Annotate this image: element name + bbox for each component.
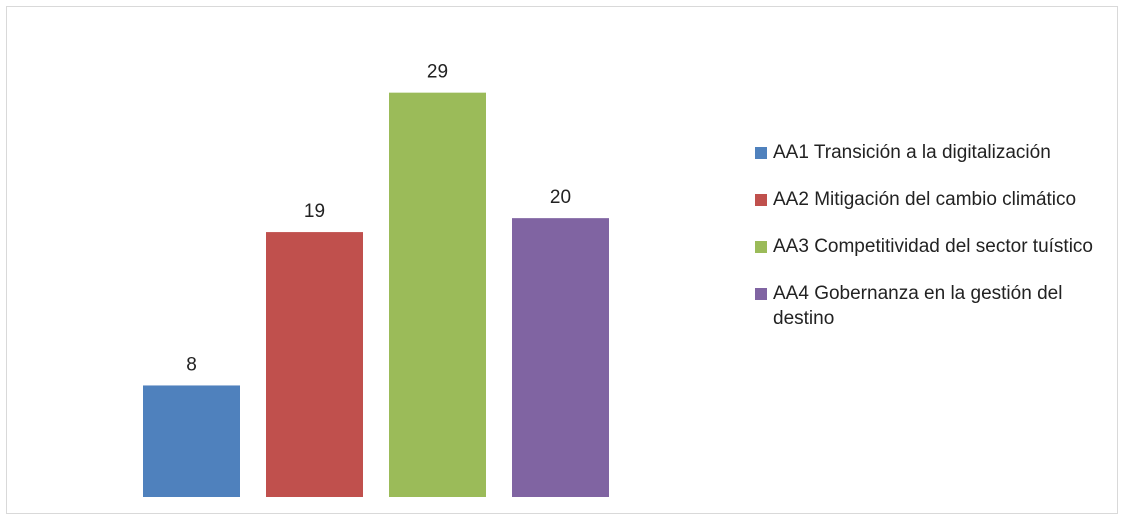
legend-item-aa2: AA2 Mitigación del cambio climático <box>755 187 1115 212</box>
legend-item-aa1: AA1 Transición a la digitalización <box>755 140 1115 165</box>
data-label-aa2: 19 <box>304 201 325 222</box>
legend-item-aa3: AA3 Competitividad del sector tuístico <box>755 234 1115 259</box>
legend-label-aa3: AA3 Competitividad del sector tuístico <box>773 236 1093 257</box>
data-label-aa4: 20 <box>550 187 571 208</box>
legend-item-aa4: AA4 Gobernanza en la gestión del destino <box>755 281 1115 331</box>
bar-aa2 <box>266 232 363 498</box>
bars-group <box>143 92 609 498</box>
legend-swatch-aa2 <box>755 194 767 206</box>
legend-swatch-aa3 <box>755 241 767 253</box>
data-labels-group: 8 19 29 20 <box>186 62 571 376</box>
data-label-aa3: 29 <box>427 62 448 83</box>
legend: AA1 Transición a la digitalización AA2 M… <box>755 140 1115 331</box>
data-label-aa1: 8 <box>186 354 197 375</box>
legend-label-aa1: AA1 Transición a la digitalización <box>773 142 1051 163</box>
bar-aa4 <box>512 218 609 497</box>
legend-swatch-aa4 <box>755 288 767 300</box>
legend-label-aa4: AA4 Gobernanza en la gestión del destino <box>773 283 1063 329</box>
legend-swatch-aa1 <box>755 147 767 159</box>
legend-label-aa2: AA2 Mitigación del cambio climático <box>773 189 1077 210</box>
bar-aa3 <box>389 92 486 498</box>
bar-aa1 <box>143 385 240 497</box>
